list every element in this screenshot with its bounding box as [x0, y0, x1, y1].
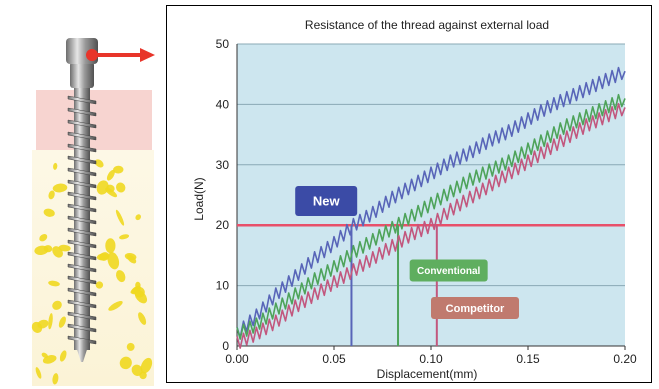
- bone-particle: [42, 355, 57, 364]
- x-axis-title: Displacement(mm): [377, 367, 478, 381]
- x-tick-label: 0.10: [419, 352, 443, 366]
- y-axis-title: Load(N): [192, 177, 206, 220]
- x-tick-label: 0.00: [225, 352, 249, 366]
- y-tick-label: 20: [216, 218, 230, 232]
- bone-particle: [107, 252, 120, 270]
- screw-thread: [67, 263, 97, 273]
- bone-particle: [138, 312, 147, 325]
- bone-particle: [58, 316, 66, 328]
- y-tick-label: 30: [216, 158, 230, 172]
- screw-thread: [67, 323, 97, 333]
- x-tick-label: 0.15: [516, 352, 540, 366]
- series-label-1: Conventional: [417, 266, 481, 277]
- bone-particle: [134, 290, 148, 304]
- screw-neck: [70, 62, 94, 88]
- y-tick-label: 10: [216, 279, 230, 293]
- bone-particle: [108, 300, 123, 311]
- series-label-2: Competitor: [446, 303, 505, 315]
- series-line-1: [236, 93, 626, 340]
- bone-particle: [99, 252, 110, 261]
- bone-particle: [39, 233, 48, 242]
- bone-particle: [113, 165, 124, 174]
- y-tick-label: 0: [222, 339, 229, 353]
- bone-particle: [105, 238, 116, 254]
- bone-particle: [135, 281, 141, 289]
- screw-thread: [67, 179, 97, 189]
- screw-thread: [67, 167, 97, 177]
- series-line-2: [236, 103, 626, 349]
- screw-thread: [67, 215, 97, 225]
- bone-particle: [43, 208, 55, 217]
- screw-thread: [67, 143, 97, 153]
- x-tick-label: 0.05: [322, 352, 346, 366]
- screw-thread: [67, 239, 97, 249]
- series-label-box-1: [409, 259, 488, 282]
- screw-thread: [67, 155, 97, 165]
- bone-particle: [116, 270, 126, 283]
- bone-particle: [126, 342, 135, 351]
- y-tick-label: 40: [216, 97, 230, 111]
- bone-particle: [48, 190, 55, 200]
- screw-thread: [67, 275, 97, 285]
- screw-thread: [67, 203, 97, 213]
- series-label-box-2: [431, 296, 519, 319]
- screw-thread: [67, 227, 97, 237]
- bone-particle: [43, 245, 53, 253]
- screw-thread: [67, 191, 97, 201]
- y-tick-label: 50: [216, 37, 230, 51]
- force-point: [86, 49, 98, 61]
- screw-shaft: [74, 80, 90, 350]
- bone-particle: [48, 280, 60, 287]
- screw-illustration: [31, 38, 155, 386]
- bone-particles: [31, 159, 153, 385]
- series-line-0: [236, 66, 626, 339]
- screw-thread: [67, 95, 97, 105]
- bone-particle: [35, 367, 42, 379]
- bone-particle: [140, 357, 153, 374]
- screw-thread: [67, 299, 97, 309]
- x-tick-label: 0.20: [613, 352, 637, 366]
- chart-frame: Resistance of the thread against externa…: [166, 5, 652, 383]
- screw-thread: [67, 107, 97, 117]
- screw-thread: [67, 119, 97, 129]
- bone-particle: [94, 159, 104, 168]
- bone-particle: [119, 234, 130, 240]
- bone-particle: [116, 182, 126, 193]
- bone-particle: [95, 281, 104, 289]
- bone-particle: [48, 313, 53, 330]
- force-arrowhead: [140, 48, 155, 62]
- bone-particle: [131, 364, 143, 376]
- bone-particle: [59, 350, 67, 362]
- bone-particle: [52, 183, 68, 193]
- bone-particle: [124, 253, 137, 261]
- bone-particle: [52, 373, 59, 385]
- screw-thread: [67, 131, 97, 141]
- screw-tip: [74, 340, 90, 362]
- bone-particle: [53, 162, 58, 170]
- bone-particle: [115, 209, 125, 226]
- screw-thread: [67, 311, 97, 321]
- bone-particle: [96, 180, 109, 195]
- bone-particle: [135, 214, 141, 221]
- plot-area: 0 10 20 30 40 50 0.00 0.05 0.10 0.15 0.20 New Conven…: [216, 37, 637, 366]
- screw-threads: [67, 95, 97, 345]
- bone-particle: [58, 244, 71, 252]
- bone-particle: [106, 169, 115, 181]
- bone-particle: [105, 187, 118, 198]
- chart-title: Resistance of the thread against externa…: [305, 18, 549, 32]
- bone-particle: [119, 356, 132, 370]
- gum-band: [36, 90, 152, 150]
- bone-particle: [37, 319, 49, 329]
- screw-thread: [67, 251, 97, 261]
- screw-thread: [67, 287, 97, 297]
- load-displacement-chart: Resistance of the thread against externa…: [192, 18, 637, 381]
- series-label-0: New: [313, 194, 341, 209]
- bone-particle: [52, 300, 62, 310]
- series-label-box-0: [295, 186, 358, 217]
